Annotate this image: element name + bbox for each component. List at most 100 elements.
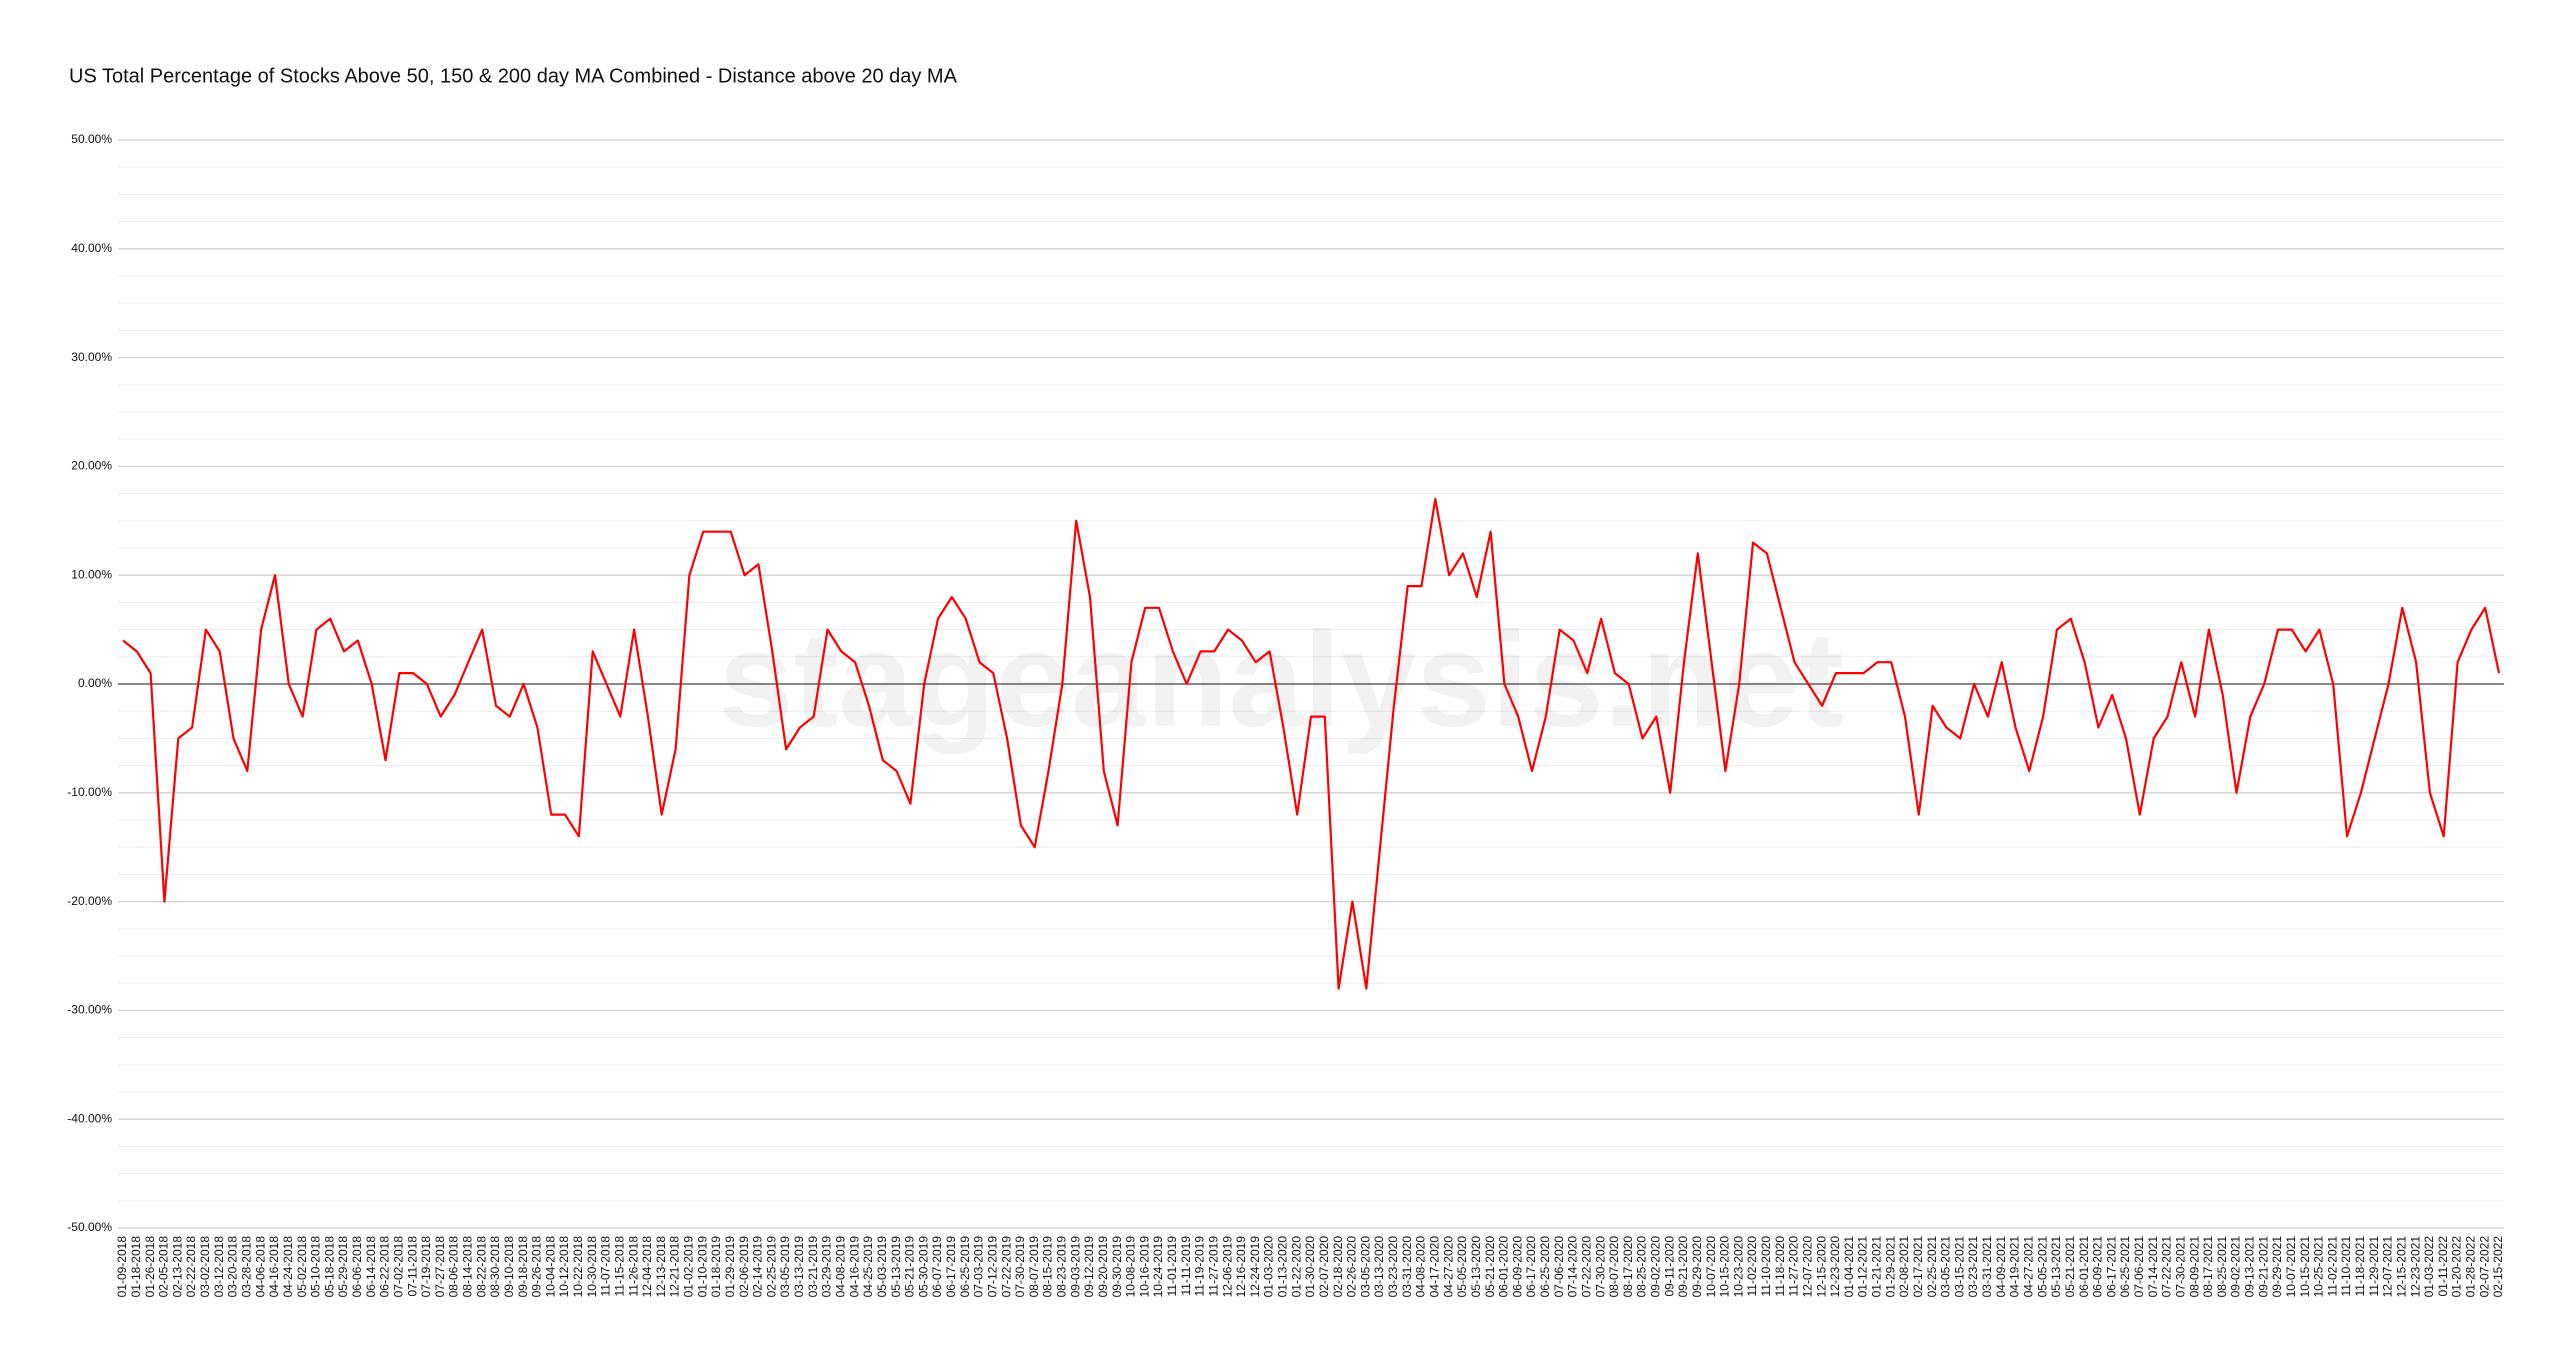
x-tick-label: 02-22-2018 bbox=[184, 1236, 198, 1298]
x-tick-label: 07-19-2018 bbox=[419, 1236, 433, 1298]
watermark: stageanalysis.net bbox=[718, 604, 1844, 755]
x-tick-label: 08-17-2021 bbox=[2201, 1236, 2215, 1298]
x-tick-label: 09-29-2021 bbox=[2270, 1236, 2284, 1298]
x-tick-label: 12-07-2020 bbox=[1800, 1236, 1814, 1298]
x-tick-label: 02-14-2019 bbox=[751, 1236, 765, 1298]
y-tick-label: -30.00% bbox=[67, 1003, 112, 1017]
x-tick-label: 05-10-2018 bbox=[309, 1236, 323, 1298]
x-tick-label: 05-05-2020 bbox=[1455, 1236, 1469, 1298]
x-tick-label: 05-29-2018 bbox=[336, 1236, 350, 1298]
x-tick-label: 11-27-2020 bbox=[1787, 1236, 1801, 1297]
x-tick-label: 09-02-2021 bbox=[2229, 1236, 2243, 1298]
x-tick-label: 08-23-2019 bbox=[1055, 1236, 1069, 1298]
x-tick-label: 11-27-2019 bbox=[1206, 1236, 1220, 1297]
x-tick-label: 08-25-2021 bbox=[2215, 1236, 2229, 1298]
x-tick-label: 07-06-2020 bbox=[1552, 1236, 1566, 1298]
x-tick-label: 01-12-2021 bbox=[1856, 1236, 1870, 1298]
x-tick-label: 03-15-2021 bbox=[1952, 1236, 1966, 1298]
x-tick-label: 12-23-2021 bbox=[2408, 1236, 2422, 1298]
x-tick-label: 10-15-2020 bbox=[1718, 1236, 1732, 1298]
x-tick-label: 05-18-2018 bbox=[322, 1236, 336, 1298]
x-tick-label: 02-25-2019 bbox=[764, 1236, 778, 1298]
x-tick-label: 02-05-2018 bbox=[157, 1236, 171, 1298]
x-tick-label: 01-29-2019 bbox=[723, 1236, 737, 1298]
x-tick-label: 03-21-2019 bbox=[806, 1236, 820, 1298]
x-tick-label: 02-26-2020 bbox=[1345, 1236, 1359, 1298]
x-tick-label: 06-01-2021 bbox=[2077, 1236, 2091, 1298]
x-tick-label: 08-07-2020 bbox=[1607, 1236, 1621, 1298]
x-tick-label: 11-02-2021 bbox=[2325, 1236, 2339, 1297]
x-tick-label: 09-21-2020 bbox=[1676, 1236, 1690, 1298]
x-tick-label: 01-13-2020 bbox=[1276, 1236, 1290, 1298]
x-tick-label: 08-15-2019 bbox=[1041, 1236, 1055, 1298]
x-tick-label: 02-25-2021 bbox=[1925, 1236, 1939, 1298]
x-tick-label: 03-23-2021 bbox=[1966, 1236, 1980, 1298]
y-tick-label: 30.00% bbox=[71, 350, 112, 364]
x-tick-label: 11-15-2018 bbox=[612, 1236, 626, 1297]
x-tick-label: 06-25-2019 bbox=[958, 1236, 972, 1298]
x-tick-label: 10-07-2021 bbox=[2284, 1236, 2298, 1298]
x-tick-label: 01-26-2018 bbox=[143, 1236, 157, 1298]
x-tick-label: 07-22-2020 bbox=[1579, 1236, 1593, 1298]
x-tick-label: 04-27-2020 bbox=[1441, 1236, 1455, 1298]
x-tick-label: 12-21-2018 bbox=[668, 1236, 682, 1298]
x-tick-label: 06-09-2021 bbox=[2091, 1236, 2105, 1298]
x-tick-label: 11-29-2021 bbox=[2367, 1236, 2381, 1297]
x-tick-label: 07-14-2021 bbox=[2146, 1236, 2160, 1298]
x-tick-label: 10-23-2020 bbox=[1731, 1236, 1745, 1298]
x-tick-label: 04-08-2019 bbox=[833, 1236, 847, 1298]
x-tick-label: 03-05-2020 bbox=[1358, 1236, 1372, 1298]
x-tick-label: 03-31-2020 bbox=[1400, 1236, 1414, 1298]
x-tick-label: 09-29-2020 bbox=[1690, 1236, 1704, 1298]
x-tick-label: 06-09-2020 bbox=[1510, 1236, 1524, 1298]
x-tick-label: 06-22-2018 bbox=[378, 1236, 392, 1298]
x-tick-label: 06-25-2020 bbox=[1538, 1236, 1552, 1298]
y-tick-label: 0.00% bbox=[78, 676, 112, 690]
x-tick-label: 11-26-2018 bbox=[626, 1236, 640, 1297]
x-tick-label: 05-21-2020 bbox=[1483, 1236, 1497, 1298]
x-tick-label: 12-04-2018 bbox=[640, 1236, 654, 1298]
x-tick-label: 09-26-2018 bbox=[530, 1236, 544, 1298]
y-tick-label: 10.00% bbox=[71, 567, 112, 581]
x-tick-label: 10-16-2019 bbox=[1137, 1236, 1151, 1298]
x-tick-label: 01-28-2022 bbox=[2464, 1236, 2478, 1298]
x-tick-label: 04-27-2021 bbox=[2021, 1236, 2035, 1298]
x-tick-label: 03-31-2021 bbox=[1980, 1236, 1994, 1298]
x-tick-label: 07-02-2018 bbox=[391, 1236, 405, 1298]
x-tick-label: 10-22-2018 bbox=[571, 1236, 585, 1298]
x-tick-label: 01-03-2022 bbox=[2422, 1236, 2436, 1298]
y-tick-label: -50.00% bbox=[67, 1220, 112, 1234]
x-tick-label: 03-28-2018 bbox=[239, 1236, 253, 1298]
x-tick-label: 03-13-2020 bbox=[1372, 1236, 1386, 1298]
x-tick-label: 12-15-2020 bbox=[1814, 1236, 1828, 1298]
x-tick-label: 05-21-2021 bbox=[2063, 1236, 2077, 1298]
x-tick-label: 11-07-2018 bbox=[599, 1236, 613, 1297]
x-tick-label: 06-17-2021 bbox=[2104, 1236, 2118, 1298]
x-tick-label: 03-13-2019 bbox=[792, 1236, 806, 1298]
x-tick-label: 01-21-2021 bbox=[1870, 1236, 1884, 1298]
y-tick-label: -40.00% bbox=[67, 1111, 112, 1125]
x-tick-label: 03-05-2019 bbox=[778, 1236, 792, 1298]
x-tick-label: 07-30-2020 bbox=[1593, 1236, 1607, 1298]
x-tick-label: 01-22-2020 bbox=[1289, 1236, 1303, 1298]
x-tick-label: 09-11-2020 bbox=[1662, 1236, 1676, 1297]
x-tick-label: 04-24-2018 bbox=[281, 1236, 295, 1298]
x-tick-label: 01-10-2019 bbox=[695, 1236, 709, 1298]
x-tick-label: 09-21-2021 bbox=[2256, 1236, 2270, 1298]
x-tick-label: 09-02-2020 bbox=[1649, 1236, 1663, 1298]
x-tick-label: 06-17-2019 bbox=[944, 1236, 958, 1298]
y-tick-label: -20.00% bbox=[67, 894, 112, 908]
x-tick-label: 02-07-2020 bbox=[1317, 1236, 1331, 1298]
x-tick-label: 04-19-2021 bbox=[2008, 1236, 2022, 1298]
chart-title: US Total Percentage of Stocks Above 50, … bbox=[69, 65, 958, 87]
x-tick-label: 03-02-2018 bbox=[198, 1236, 212, 1298]
x-tick-label: 04-09-2021 bbox=[1994, 1236, 2008, 1298]
x-tick-label: 09-12-2019 bbox=[1082, 1236, 1096, 1298]
x-tick-label: 07-03-2019 bbox=[972, 1236, 986, 1298]
x-tick-label: 03-05-2021 bbox=[1939, 1236, 1953, 1298]
x-tick-label: 11-18-2020 bbox=[1773, 1236, 1787, 1297]
x-tick-label: 10-04-2018 bbox=[543, 1236, 557, 1298]
y-tick-label: -10.00% bbox=[67, 785, 112, 799]
x-tick-label: 01-04-2021 bbox=[1842, 1236, 1856, 1298]
x-tick-label: 11-01-2019 bbox=[1165, 1236, 1179, 1297]
